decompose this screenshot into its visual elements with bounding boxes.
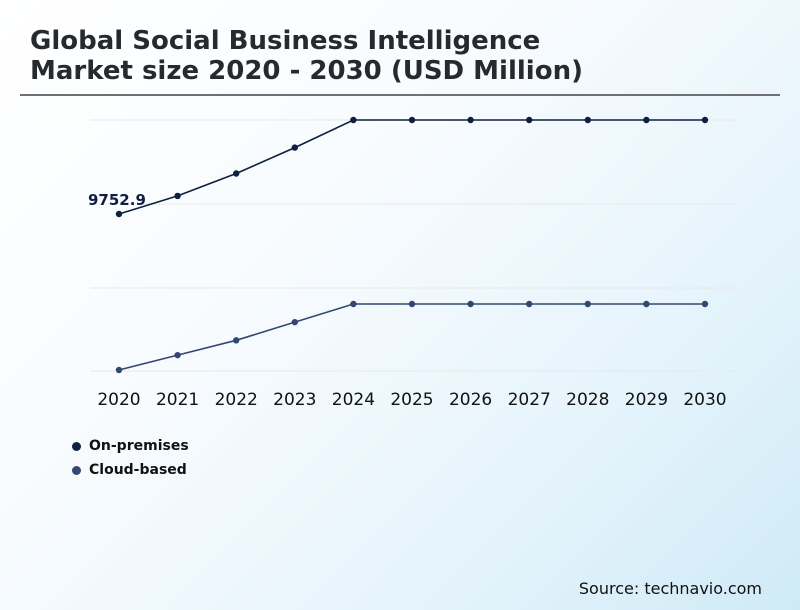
data-point-cloud-based-2026 xyxy=(467,300,474,308)
data-point-cloud-based-2025 xyxy=(408,300,416,308)
x-tick-label-2023: 2023 xyxy=(273,390,316,410)
data-point-on-premises-2021 xyxy=(174,192,181,200)
data-point-on-premises-2020 xyxy=(115,210,123,218)
x-tick-label-2024: 2024 xyxy=(332,390,375,410)
chart-title: Global Social Business Intelligence Mark… xyxy=(30,26,730,86)
x-tick-label-2029: 2029 xyxy=(625,390,668,410)
x-tick-label-2028: 2028 xyxy=(566,390,609,410)
legend-item-cloud-based: Cloud-based xyxy=(72,458,189,482)
legend-item-on-premises: On-premises xyxy=(72,434,189,458)
data-point-on-premises-2023 xyxy=(291,144,298,151)
data-point-on-premises-2029 xyxy=(643,116,650,124)
legend-label-cloud-based: Cloud-based xyxy=(89,462,187,478)
series-line-cloud-based xyxy=(118,303,705,371)
x-tick-label-2022: 2022 xyxy=(215,390,258,410)
legend-marker-on-premises xyxy=(72,441,81,451)
data-point-on-premises-2027 xyxy=(526,116,533,124)
x-tick-label-2026: 2026 xyxy=(449,390,492,410)
data-point-cloud-based-2021 xyxy=(174,351,181,359)
legend-marker-cloud-based xyxy=(72,465,81,475)
data-point-cloud-based-2020 xyxy=(115,366,123,374)
legend-label-on-premises: On-premises xyxy=(89,438,189,454)
data-point-cloud-based-2024 xyxy=(350,300,357,308)
data-point-on-premises-2025 xyxy=(408,116,416,124)
data-point-on-premises-2026 xyxy=(467,116,474,124)
source-credit: Source: technavio.com xyxy=(578,579,762,598)
data-point-on-premises-2028 xyxy=(584,116,591,124)
x-tick-label-2020: 2020 xyxy=(97,390,140,410)
x-tick-label-2030: 2030 xyxy=(683,390,726,410)
title-divider xyxy=(20,94,780,96)
chart-title-line-2: Market size 2020 - 2030 (USD Million) xyxy=(30,56,583,86)
data-point-on-premises-2024 xyxy=(350,116,357,124)
chart-title-line-1: Global Social Business Intelligence xyxy=(30,26,541,56)
data-point-cloud-based-2027 xyxy=(526,300,533,308)
data-point-cloud-based-2022 xyxy=(233,337,240,344)
x-tick-label-2027: 2027 xyxy=(508,390,551,410)
data-point-cloud-based-2030 xyxy=(701,300,709,308)
x-tick-label-2025: 2025 xyxy=(390,390,433,410)
x-tick-label-2021: 2021 xyxy=(156,390,199,410)
data-point-on-premises-2030 xyxy=(701,116,709,124)
data-point-cloud-based-2028 xyxy=(584,300,591,308)
data-point-on-premises-2022 xyxy=(233,170,240,177)
series-line-on-premises xyxy=(118,119,705,215)
legend: On-premises Cloud-based xyxy=(72,434,189,482)
data-point-cloud-based-2029 xyxy=(643,300,650,308)
data-point-cloud-based-2023 xyxy=(291,318,298,326)
data-label-0: 9752.9 xyxy=(88,191,146,209)
